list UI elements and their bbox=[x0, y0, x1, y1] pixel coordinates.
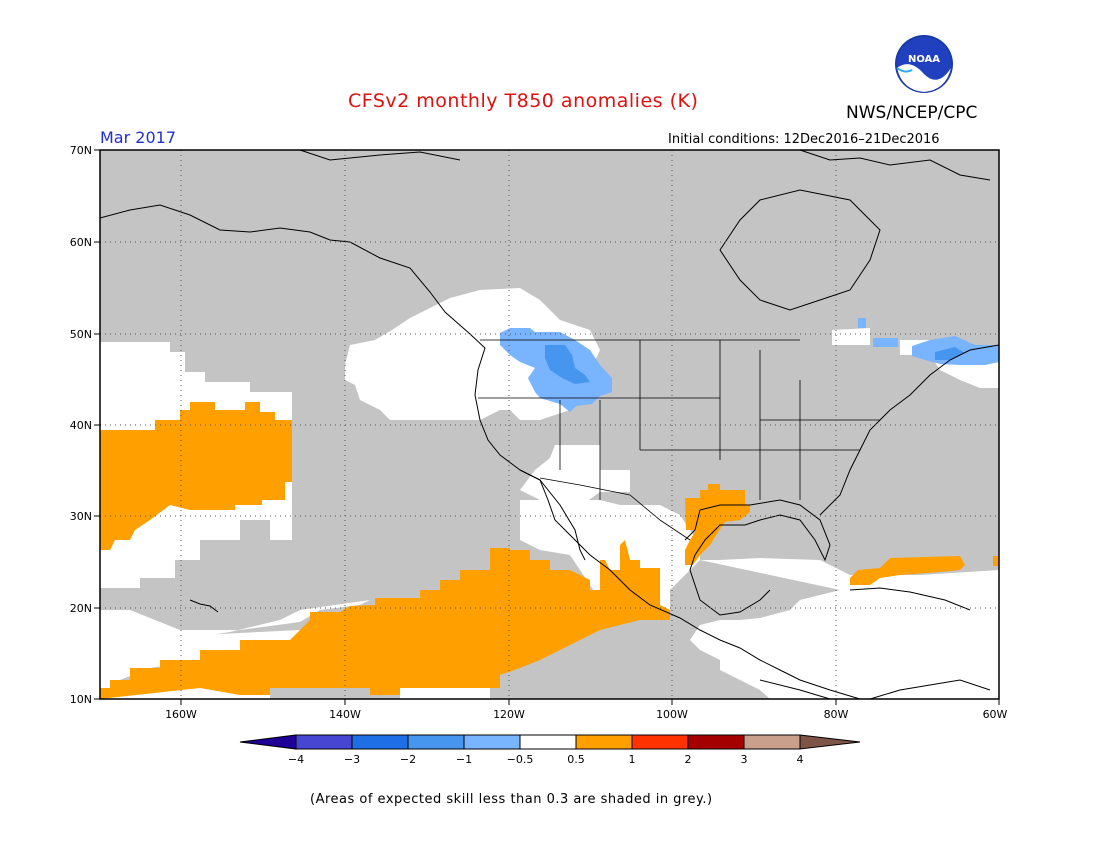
lon-label: 140W bbox=[329, 708, 361, 721]
lon-label: 60W bbox=[983, 708, 1008, 721]
map-area bbox=[99, 149, 1000, 700]
cool-anomaly-regions bbox=[500, 318, 999, 412]
lat-label: 30N bbox=[70, 510, 92, 523]
colorbar-segment bbox=[351, 734, 409, 750]
lon-label: 120W bbox=[493, 708, 525, 721]
lon-label: 80W bbox=[824, 708, 849, 721]
lat-label: 20N bbox=[70, 602, 92, 615]
coastlines bbox=[99, 149, 1000, 700]
colorbar-segment bbox=[519, 734, 577, 750]
lon-label: 160W bbox=[165, 708, 197, 721]
forecast-period: Mar 2017 bbox=[100, 128, 176, 147]
colorbar-label: −4 bbox=[288, 753, 304, 766]
lat-label: 70N bbox=[70, 144, 92, 157]
skill-footnote: (Areas of expected skill less than 0.3 a… bbox=[310, 792, 713, 807]
lat-label: 10N bbox=[70, 693, 92, 706]
colorbar-segment bbox=[799, 734, 861, 750]
colorbar-segment bbox=[687, 734, 745, 750]
initial-conditions: Initial conditions: 12Dec2016–21Dec2016 bbox=[668, 132, 940, 147]
colorbar-label: 4 bbox=[797, 753, 804, 766]
axis-ticks bbox=[94, 149, 1000, 705]
colorbar-label: 2 bbox=[685, 753, 692, 766]
colorbar-label: −0.5 bbox=[507, 753, 534, 766]
map-title: CFSv2 monthly T850 anomalies (K) bbox=[348, 90, 699, 112]
agency-label: NWS/NCEP/CPC bbox=[846, 103, 978, 123]
colorbar-label: 3 bbox=[741, 753, 748, 766]
colorbar-labels: −4 −3 −2 −1 −0.5 0.5 1 2 3 4 bbox=[288, 753, 804, 766]
latitude-labels: 70N 60N 50N 40N 30N 20N 10N bbox=[70, 144, 92, 706]
colorbar-segment bbox=[407, 734, 465, 750]
lat-label: 40N bbox=[70, 419, 92, 432]
colorbar-label: −2 bbox=[400, 753, 416, 766]
lat-label: 60N bbox=[70, 236, 92, 249]
colorbar-segment bbox=[631, 734, 689, 750]
lon-label: 100W bbox=[656, 708, 688, 721]
colorbar-segment bbox=[295, 734, 353, 750]
colorbar-segment bbox=[575, 734, 633, 750]
noaa-logo: NOAA bbox=[895, 35, 953, 93]
colorbar-label: 0.5 bbox=[567, 753, 585, 766]
noaa-logo-text: NOAA bbox=[908, 54, 940, 65]
colorbar bbox=[239, 734, 861, 750]
colorbar-segment bbox=[463, 734, 521, 750]
political-borders bbox=[478, 339, 880, 541]
longitude-labels: 160W 140W 120W 100W 80W 60W bbox=[165, 708, 1007, 721]
colorbar-segment bbox=[743, 734, 801, 750]
colorbar-segment bbox=[239, 734, 297, 750]
colorbar-label: −3 bbox=[344, 753, 360, 766]
colorbar-label: 1 bbox=[629, 753, 636, 766]
colorbar-label: −1 bbox=[456, 753, 472, 766]
lat-label: 50N bbox=[70, 328, 92, 341]
warm-anomaly-regions bbox=[100, 402, 999, 699]
